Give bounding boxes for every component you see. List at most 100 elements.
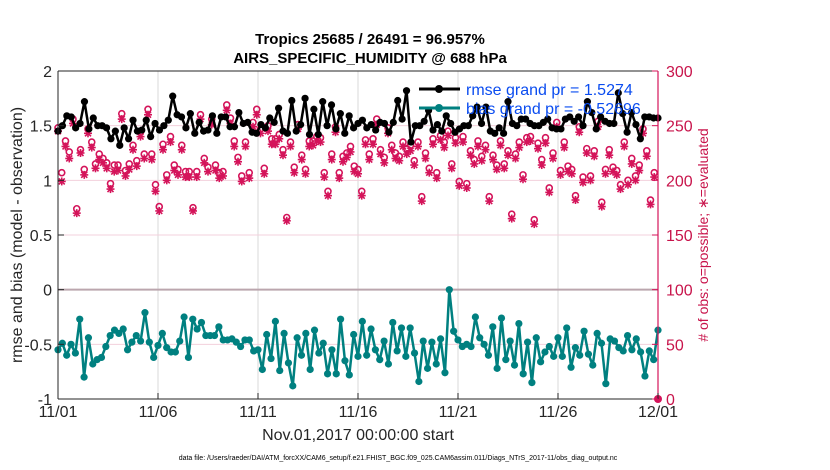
x-axis-label: Nov.01,2017 00:00:00 start (262, 427, 454, 444)
obs-evaluated-marker (646, 200, 655, 209)
x-tick-label: 11/21 (439, 404, 478, 421)
obs-evaluated-marker (185, 173, 194, 182)
obs-evaluated-marker (335, 174, 344, 183)
bias-point (428, 338, 436, 346)
bias-point (158, 329, 166, 337)
obs-evaluated-marker (620, 142, 629, 151)
rmse-point (274, 104, 283, 112)
rmse-point (473, 103, 481, 111)
rmse-point (314, 130, 322, 139)
bias-point (115, 329, 123, 337)
rmse-point (469, 112, 477, 120)
obs-evaluated-marker (200, 158, 209, 167)
bias-point (445, 286, 453, 294)
bias-point (567, 363, 575, 371)
y-tick-label: 1 (43, 173, 52, 190)
y-right-tick-label: 250 (666, 119, 693, 136)
bias-point (637, 348, 645, 356)
rmse-point (85, 125, 93, 133)
obs-evaluated-marker (234, 157, 242, 166)
obs-evaluated-marker (466, 151, 475, 160)
rmse-point (319, 98, 327, 106)
obs-evaluated-marker (612, 170, 621, 179)
rmse-point (182, 124, 190, 132)
obs-evaluated-marker (477, 156, 486, 165)
bias-point (84, 334, 93, 342)
bias-point (332, 370, 340, 378)
obs-evaluated-marker (117, 115, 126, 124)
rmse-point (266, 114, 274, 122)
rmse-point (402, 87, 411, 95)
rmse-point (124, 135, 133, 143)
x-tick-label: 11/26 (539, 404, 578, 421)
y-right-tick-label: 200 (666, 173, 693, 190)
bias-point (510, 361, 519, 369)
rmse-point (191, 129, 199, 137)
bias-point (345, 371, 353, 379)
obs-evaluated-marker (534, 144, 542, 153)
bias-point (63, 351, 71, 359)
rmse-point (447, 119, 455, 128)
obs-evaluated-marker (642, 152, 651, 161)
rmse-point (169, 92, 177, 100)
bias-point (493, 364, 501, 372)
bias-point (350, 330, 358, 339)
bias-point (467, 342, 475, 351)
bias-point (515, 319, 523, 328)
obs-evaluated-marker (354, 169, 362, 178)
obs-evaluated-marker (369, 140, 377, 149)
obs-evaluated-marker (481, 145, 490, 154)
y-tick-label: 2 (43, 64, 52, 81)
obs-evaluated-marker (174, 170, 182, 179)
bias-point (476, 334, 484, 342)
bias-point (454, 336, 462, 344)
rmse-point (345, 112, 353, 120)
obs-evaluated-marker (282, 216, 291, 225)
obs-evaluated-marker (91, 164, 100, 173)
bias-point (628, 346, 636, 354)
rmse-point (583, 98, 592, 106)
rmse-point (407, 138, 415, 146)
bias-point (189, 315, 197, 323)
obs-evaluated-marker (451, 139, 460, 148)
obs-evaluated-marker (519, 175, 527, 184)
obs-evaluated-marker (166, 138, 175, 147)
rmse-point (566, 113, 574, 121)
rmse-point (429, 126, 437, 134)
obs-evaluated-marker (440, 143, 449, 152)
obs-evaluated-marker (492, 165, 501, 174)
bias-point (380, 337, 388, 345)
x-tick-label: 11/01 (39, 404, 78, 421)
rmse-point (464, 122, 472, 130)
rmse-point (389, 118, 397, 126)
obs-evaluated-marker (290, 168, 299, 177)
obs-evaluated-marker (500, 164, 509, 173)
rmse-point (107, 135, 115, 143)
bias-point (171, 348, 179, 356)
obs-evaluated-marker (177, 145, 186, 154)
bias-point (232, 338, 240, 346)
bias-point (471, 313, 479, 321)
obs-evaluated-marker (102, 164, 111, 173)
obs-evaluated-marker (151, 187, 160, 196)
obs-evaluated-marker (114, 166, 122, 175)
rmse-point (305, 130, 314, 139)
obs-evaluated-marker (496, 141, 505, 150)
rmse-point (213, 129, 221, 137)
obs-evaluated-marker (121, 171, 130, 180)
rmse-point (522, 115, 530, 123)
bias-point (354, 352, 362, 360)
obs-evaluated-marker (417, 197, 426, 206)
bias-point (237, 342, 245, 351)
rmse-point (491, 129, 499, 137)
bias-point (67, 340, 75, 348)
obs-evaluated-marker (192, 173, 201, 182)
rmse-point (433, 120, 442, 129)
y-right-tick-labels: 0 50 100 150 200 250 300 (666, 64, 693, 409)
obs-evaluated-marker (162, 176, 171, 185)
x-tick-label: 11/06 (139, 404, 178, 421)
legend-rmse-label: rmse grand pr = 1.5274 (466, 82, 633, 99)
rmse-point (438, 127, 446, 135)
bias-point (280, 329, 288, 337)
y-right-tick-label: 300 (666, 64, 693, 81)
